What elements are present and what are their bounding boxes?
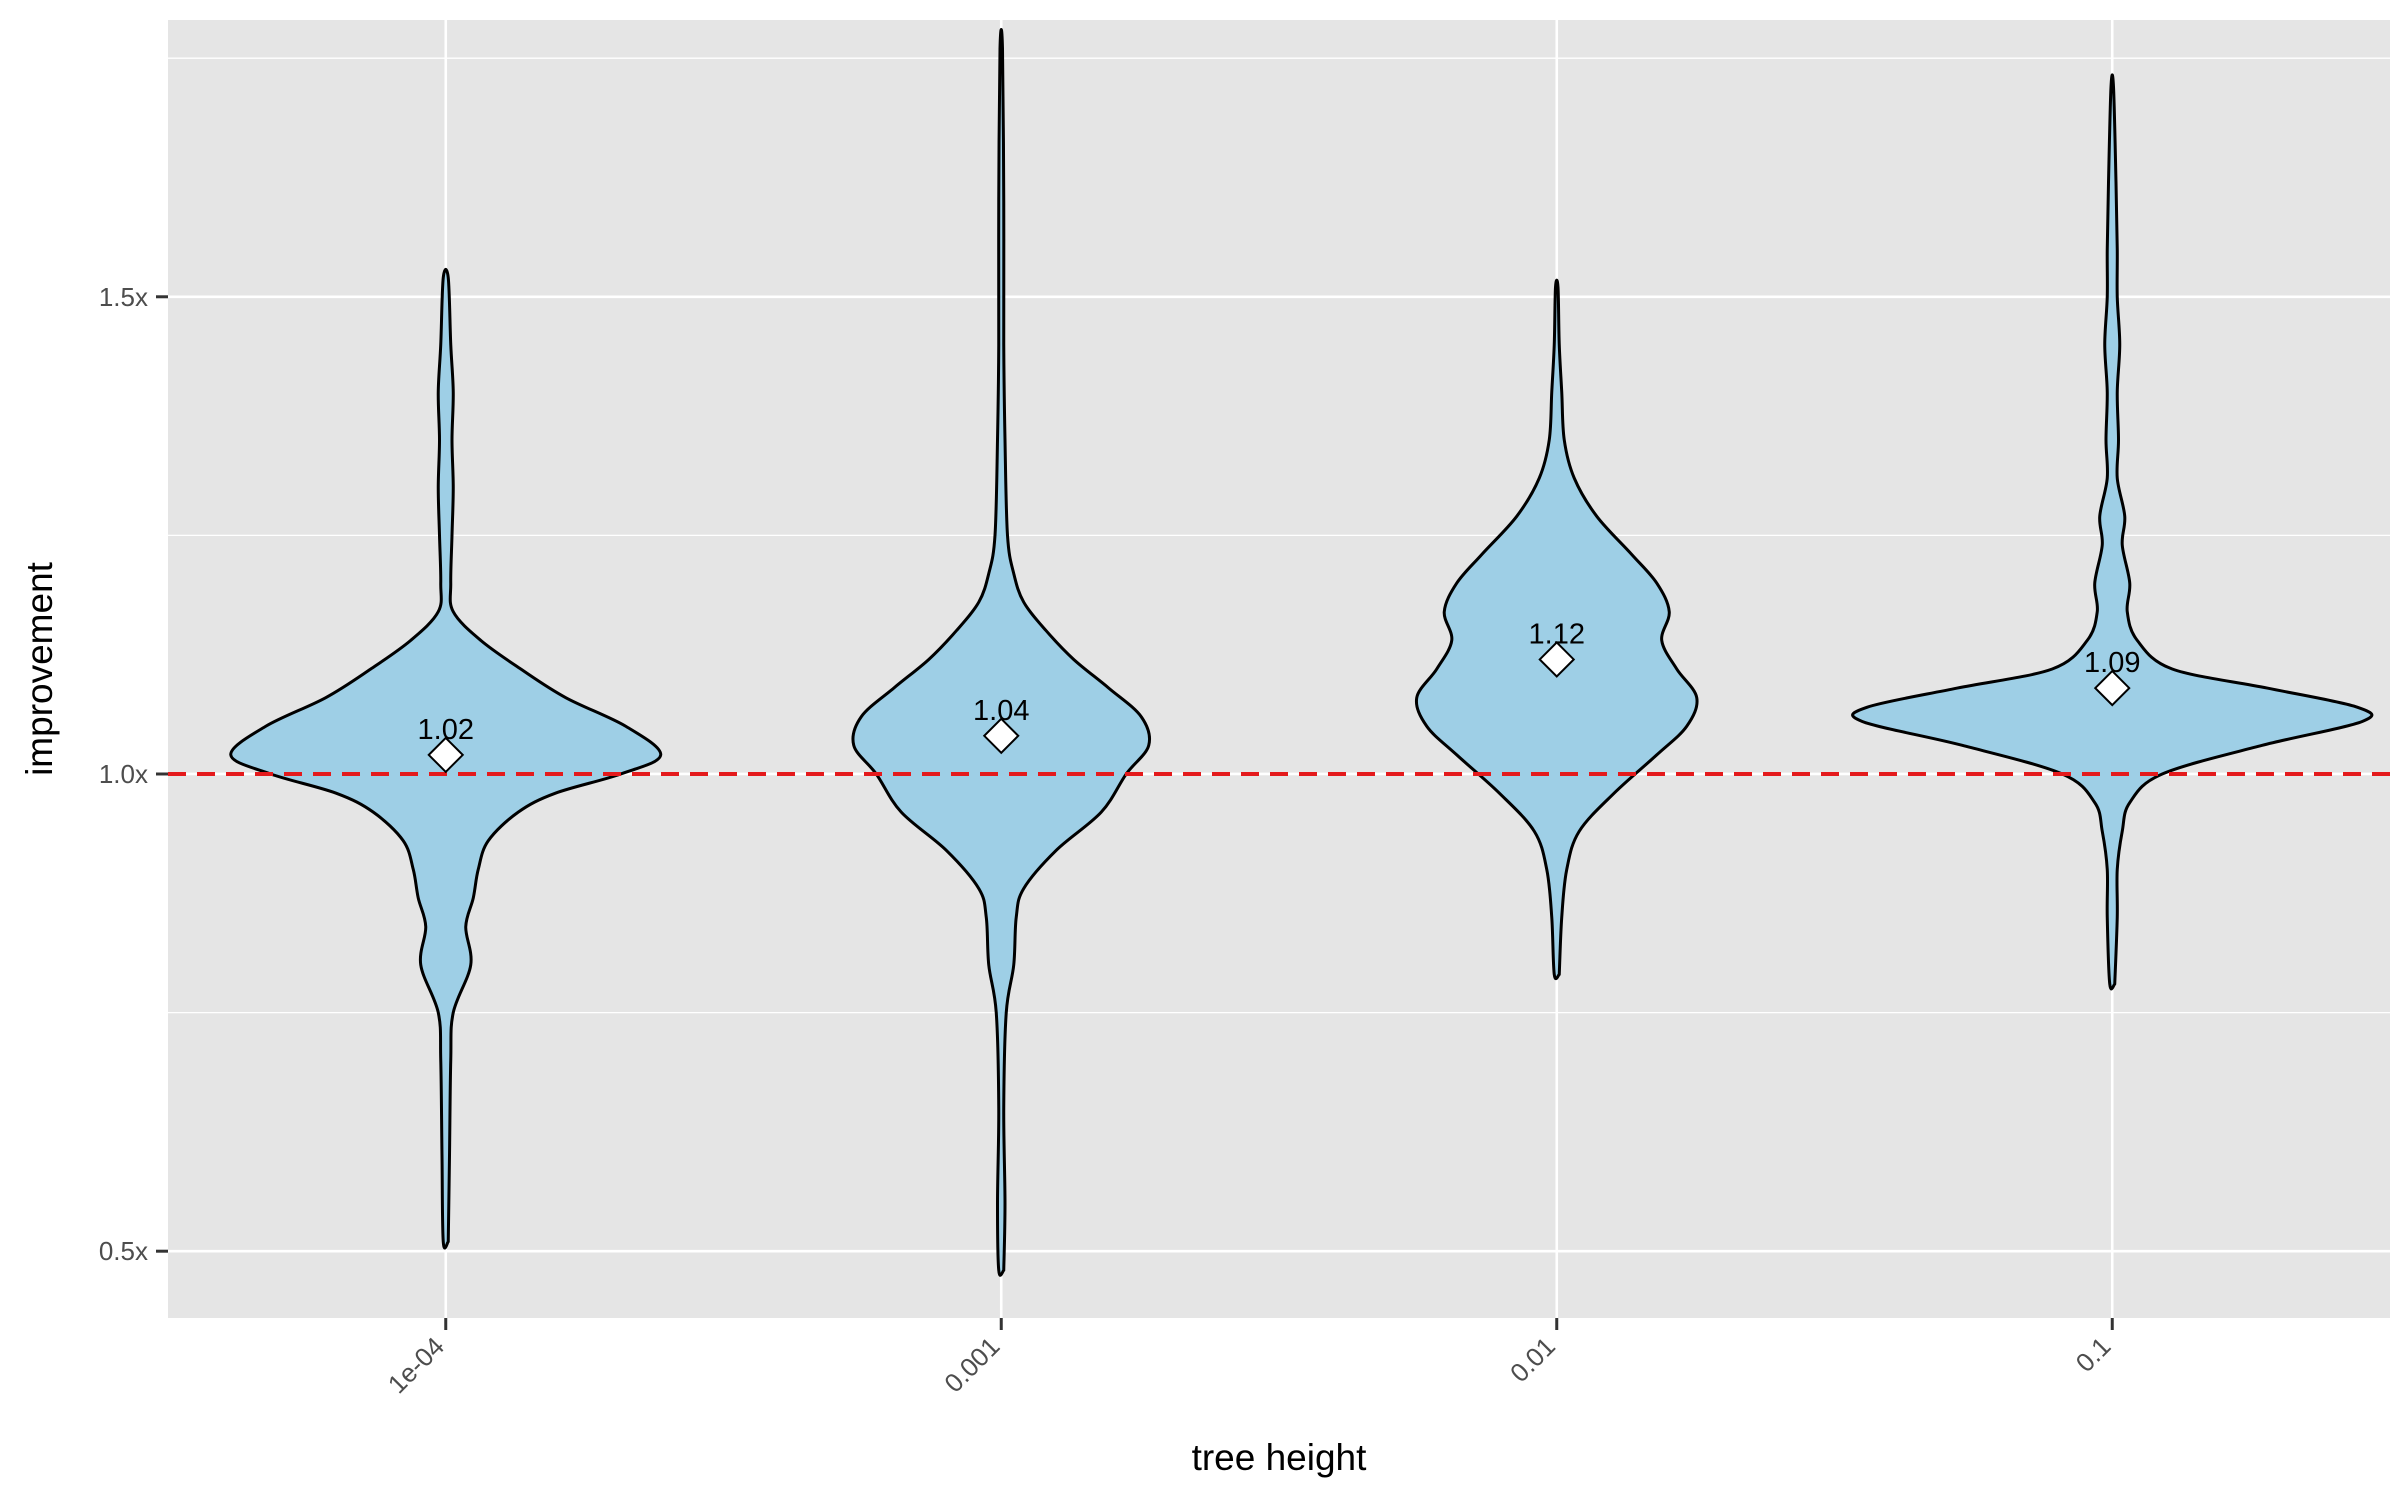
x-tick-label: 0.001 — [938, 1331, 1005, 1398]
y-tick-label: 0.5x — [99, 1236, 148, 1266]
mean-marker-0.01 — [1538, 641, 1576, 678]
mean-label-1e-04: 1.02 — [418, 714, 474, 746]
mean-markers: 1.02 1.04 1.12 1.09 — [418, 618, 2140, 774]
x-axis-title: tree height — [1192, 1437, 1368, 1478]
mean-label-0.01: 1.12 — [1529, 618, 1585, 650]
violin-0.1 — [1851, 73, 2374, 991]
mean-label-0.001: 1.04 — [973, 695, 1029, 727]
y-axis-title: improvement — [19, 561, 60, 776]
x-tick-label: 0.1 — [2070, 1331, 2117, 1378]
mean-marker-1e-04 — [427, 736, 465, 774]
violin-0.01 — [1414, 278, 1699, 981]
mean-label-0.1: 1.09 — [2084, 647, 2140, 679]
plot-panel — [168, 20, 2390, 1318]
mean-marker-0.1 — [2093, 669, 2131, 707]
violin-0.001 — [851, 28, 1152, 1277]
x-tick-label: 0.01 — [1504, 1331, 1561, 1388]
y-tick-label: 1.0x — [99, 759, 148, 789]
mean-marker-0.001 — [982, 717, 1020, 755]
x-tick-label: 1e-04 — [382, 1331, 450, 1399]
y-tick-label: 1.5x — [99, 282, 148, 312]
